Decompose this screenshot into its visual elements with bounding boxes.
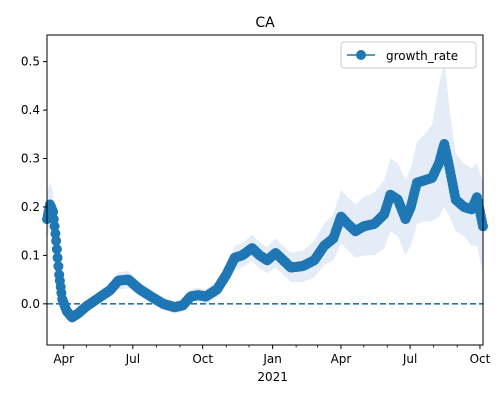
confidence-band (47, 61, 483, 324)
data-point (49, 221, 60, 232)
data-point (53, 261, 64, 272)
x-tick-label: Apr (331, 352, 352, 366)
data-point (51, 235, 62, 246)
x-tick-label: Oct (470, 352, 491, 366)
x-year-label: 2021 (257, 370, 288, 384)
legend: growth_rate (340, 41, 477, 69)
x-tick-label: Jul (402, 352, 417, 366)
legend-box (340, 41, 477, 69)
series-markers (42, 139, 488, 323)
y-tick-label: 0.0 (21, 297, 40, 311)
y-tick-label: 0.3 (21, 152, 40, 166)
data-point (50, 228, 61, 239)
data-point (48, 206, 59, 217)
y-tick-label: 0.1 (21, 248, 40, 262)
x-tick-label: Jul (125, 352, 140, 366)
x-tick-label: Apr (53, 352, 74, 366)
y-tick-label: 0.5 (21, 55, 40, 69)
y-tick-label: 0.2 (21, 200, 40, 214)
legend-marker (356, 50, 366, 60)
legend-label: growth_rate (386, 49, 458, 63)
plot-area (42, 61, 488, 324)
axes-frame (46, 34, 484, 346)
x-tick-label: Oct (192, 352, 213, 366)
x-tick-label: Jan (262, 352, 282, 366)
y-tick-label: 0.4 (21, 103, 40, 117)
data-point (51, 244, 62, 255)
data-point (52, 252, 63, 263)
axes: 0.0 0.1 0.2 0.3 0.4 0.5 Apr Jul Oct Jan Apr Jul Oct 2… (21, 55, 491, 384)
chart-title: CA (255, 15, 275, 31)
